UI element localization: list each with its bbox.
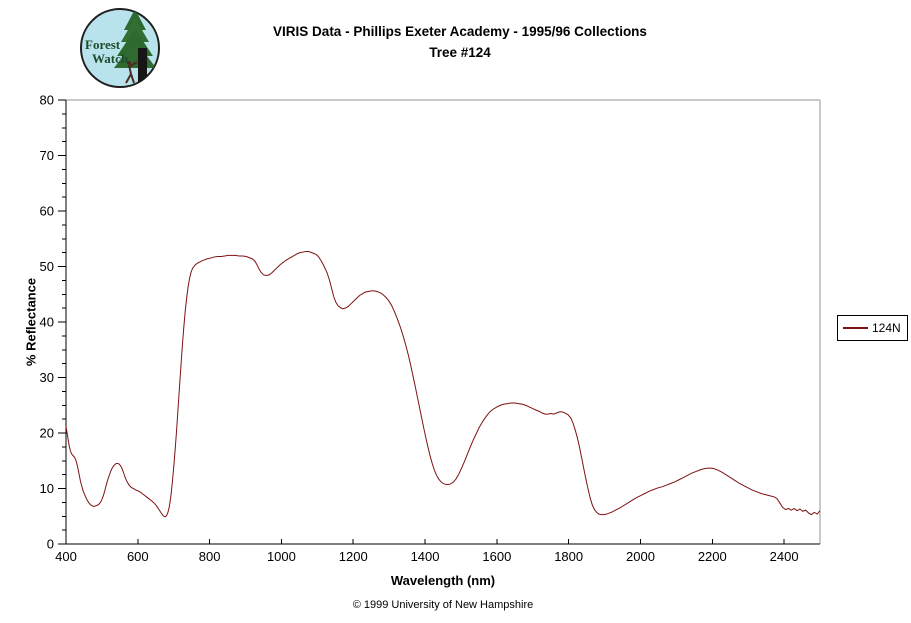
series-line-124N bbox=[65, 251, 821, 518]
x-tick-label: 2400 bbox=[770, 549, 799, 564]
chart-title-block: VIRIS Data - Phillips Exeter Academy - 1… bbox=[90, 21, 830, 63]
x-tick-label: 1200 bbox=[339, 549, 368, 564]
y-tick-label: 80 bbox=[40, 93, 54, 108]
x-tick-label: 1600 bbox=[482, 549, 511, 564]
chart-title: VIRIS Data - Phillips Exeter Academy - 1… bbox=[273, 24, 647, 39]
y-tick-label: 70 bbox=[40, 148, 54, 163]
pine-tree-icon bbox=[114, 9, 156, 84]
y-tick-label: 10 bbox=[40, 481, 54, 496]
y-axis-title: % Reflectance bbox=[23, 277, 39, 367]
y-tick-label: 50 bbox=[40, 259, 54, 274]
legend-box: 124N bbox=[837, 315, 908, 341]
y-tick-label: 60 bbox=[40, 204, 54, 219]
x-tick-label: 1000 bbox=[267, 549, 296, 564]
forest-watch-logo-image: Forest Watch bbox=[80, 8, 160, 88]
y-tick-label: 0 bbox=[47, 537, 54, 552]
legend-line-sample bbox=[843, 327, 868, 329]
x-tick-label: 800 bbox=[199, 549, 221, 564]
y-tick-label: 20 bbox=[40, 426, 54, 441]
x-tick-label: 2000 bbox=[626, 549, 655, 564]
x-tick-label: 1400 bbox=[411, 549, 440, 564]
x-tick-label: 400 bbox=[55, 549, 77, 564]
person-figure-icon bbox=[125, 61, 138, 84]
x-tick-label: 2200 bbox=[698, 549, 727, 564]
chart-subtitle: Tree #124 bbox=[429, 45, 491, 60]
y-tick-label: 40 bbox=[40, 315, 54, 330]
x-tick-label: 600 bbox=[127, 549, 149, 564]
logo-text-line2: Watch bbox=[92, 51, 129, 66]
y-tick-label: 30 bbox=[40, 370, 54, 385]
logo-text-line1: Forest bbox=[85, 37, 121, 52]
x-tick-label: 1800 bbox=[554, 549, 583, 564]
copyright-text: © 1999 University of New Hampshire bbox=[352, 599, 534, 611]
legend-label: 124N bbox=[872, 321, 901, 335]
x-axis-title: Wavelength (nm) bbox=[390, 573, 496, 588]
forest-watch-logo: Forest Watch bbox=[78, 6, 162, 90]
